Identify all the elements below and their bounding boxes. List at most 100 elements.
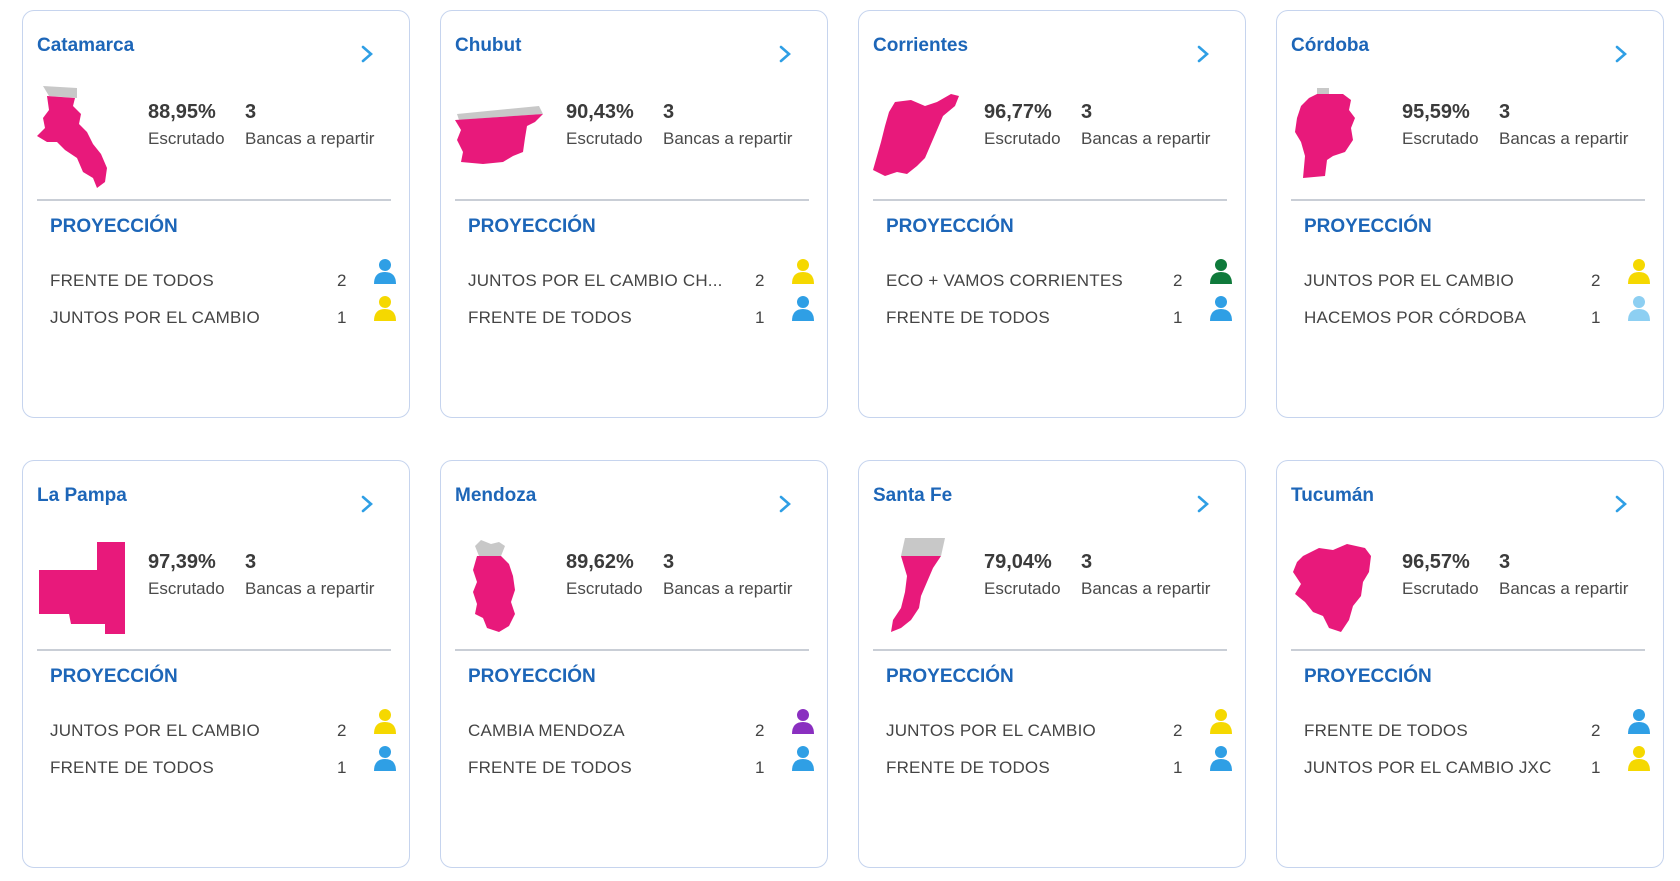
seats-label: Bancas a repartir (245, 579, 375, 598)
seats-count: 3 (663, 101, 675, 123)
party-name: FRENTE DE TODOS (468, 308, 632, 327)
scrutinized-percent: 90,43% (566, 101, 634, 123)
projection-title: PROYECCIÓN (50, 216, 178, 237)
scrutinized-percent: 95,59% (1402, 101, 1470, 123)
person-icon (792, 259, 814, 284)
seats-count: 3 (1499, 101, 1511, 123)
party-name: FRENTE DE TODOS (468, 758, 632, 777)
seats-count: 3 (663, 551, 675, 573)
chevron-right-icon[interactable] (357, 43, 377, 65)
scrutinized-label: Escrutado (984, 579, 1061, 598)
santa-fe-map-icon (891, 538, 945, 632)
province-name[interactable]: Catamarca (37, 35, 135, 56)
province-card-mendoza[interactable]: Mendoza 89,62% Escrutado 3 Bancas a repa… (440, 460, 828, 868)
person-icon (1628, 296, 1650, 321)
province-card-santa-fe[interactable]: Santa Fe 79,04% Escrutado 3 Bancas a rep… (858, 460, 1246, 868)
seats-label: Bancas a repartir (245, 129, 375, 148)
chevron-right-icon[interactable] (357, 493, 377, 515)
party-name: FRENTE DE TODOS (50, 271, 214, 290)
person-icon (792, 746, 814, 771)
projection-title: PROYECCIÓN (1304, 666, 1432, 687)
projection-title: PROYECCIÓN (1304, 216, 1432, 237)
person-icon (1628, 259, 1650, 284)
divider (455, 199, 809, 201)
person-icon (1210, 746, 1232, 771)
province-name[interactable]: Tucumán (1291, 485, 1375, 506)
party-seat-count: 2 (1173, 271, 1183, 290)
party-name: JUNTOS POR EL CAMBIO (50, 721, 260, 740)
party-name: ECO + VAMOS CORRIENTES (886, 271, 1123, 290)
party-seat-count: 2 (337, 271, 347, 290)
divider (873, 199, 1227, 201)
projection-title: PROYECCIÓN (886, 216, 1014, 237)
projection-title: PROYECCIÓN (468, 216, 596, 237)
divider (455, 649, 809, 651)
province-card-chubut[interactable]: Chubut 90,43% Escrutado 3 Bancas a repar… (440, 10, 828, 418)
chevron-right-icon[interactable] (775, 493, 795, 515)
scrutinized-percent: 89,62% (566, 551, 634, 573)
party-seat-count: 2 (1591, 721, 1601, 740)
province-name[interactable]: Chubut (455, 35, 522, 56)
province-card-corrientes[interactable]: Corrientes 96,77% Escrutado 3 Bancas a r… (858, 10, 1246, 418)
party-name: JUNTOS POR EL CAMBIO (886, 721, 1096, 740)
province-card-cordoba[interactable]: Córdoba 95,59% Escrutado 3 Bancas a repa… (1276, 10, 1664, 418)
projection-title: PROYECCIÓN (50, 666, 178, 687)
scrutinized-percent: 79,04% (984, 551, 1052, 573)
mendoza-map-icon (473, 540, 515, 632)
province-card-tucuman[interactable]: Tucumán 96,57% Escrutado 3 Bancas a repa… (1276, 460, 1664, 868)
person-icon (1628, 746, 1650, 771)
party-seat-count: 2 (755, 721, 765, 740)
person-icon (1210, 296, 1232, 321)
seats-label: Bancas a repartir (1499, 129, 1629, 148)
chevron-right-icon[interactable] (1611, 43, 1631, 65)
seats-label: Bancas a repartir (663, 579, 793, 598)
person-icon (374, 296, 396, 321)
scrutinized-percent: 97,39% (148, 551, 216, 573)
seats-count: 3 (1499, 551, 1511, 573)
scrutinized-label: Escrutado (148, 579, 225, 598)
tucuman-map-icon (1293, 544, 1371, 632)
person-icon (374, 709, 396, 734)
province-card-catamarca[interactable]: Catamarca 88,95% Escrutado 3 Bancas a re… (22, 10, 410, 418)
party-seat-count: 1 (1591, 308, 1601, 327)
catamarca-map-icon (37, 86, 107, 188)
province-name[interactable]: Córdoba (1291, 35, 1370, 56)
chevron-right-icon[interactable] (1193, 493, 1213, 515)
province-name[interactable]: Mendoza (455, 485, 537, 506)
seats-label: Bancas a repartir (1081, 129, 1211, 148)
party-name: FRENTE DE TODOS (1304, 721, 1468, 740)
province-name[interactable]: Santa Fe (873, 485, 953, 506)
party-name: FRENTE DE TODOS (886, 308, 1050, 327)
person-icon (1628, 709, 1650, 734)
person-icon (374, 259, 396, 284)
chubut-map-icon (455, 106, 543, 164)
party-seat-count: 1 (1173, 308, 1183, 327)
party-name: JUNTOS POR EL CAMBIO (50, 308, 260, 327)
province-name[interactable]: La Pampa (37, 485, 127, 506)
party-name: CAMBIA MENDOZA (468, 721, 625, 740)
party-name: HACEMOS POR CÓRDOBA (1304, 308, 1526, 327)
divider (37, 199, 391, 201)
seats-label: Bancas a repartir (663, 129, 793, 148)
party-seat-count: 2 (337, 721, 347, 740)
seats-count: 3 (1081, 101, 1093, 123)
scrutinized-label: Escrutado (566, 129, 643, 148)
cordoba-map-icon (1295, 88, 1355, 178)
scrutinized-label: Escrutado (1402, 579, 1479, 598)
person-icon (792, 709, 814, 734)
seats-count: 3 (245, 101, 257, 123)
party-seat-count: 1 (755, 308, 765, 327)
seats-count: 3 (1081, 551, 1093, 573)
province-name[interactable]: Corrientes (873, 35, 969, 56)
chevron-right-icon[interactable] (1611, 493, 1631, 515)
seats-count: 3 (245, 551, 257, 573)
party-name: JUNTOS POR EL CAMBIO JXC (1304, 758, 1552, 777)
province-card-la-pampa[interactable]: La Pampa 97,39% Escrutado 3 Bancas a rep… (22, 460, 410, 868)
chevron-right-icon[interactable] (775, 43, 795, 65)
divider (1291, 649, 1645, 651)
chevron-right-icon[interactable] (1193, 43, 1213, 65)
party-seat-count: 1 (337, 758, 347, 777)
divider (37, 649, 391, 651)
scrutinized-label: Escrutado (984, 129, 1061, 148)
scrutinized-percent: 88,95% (148, 101, 216, 123)
